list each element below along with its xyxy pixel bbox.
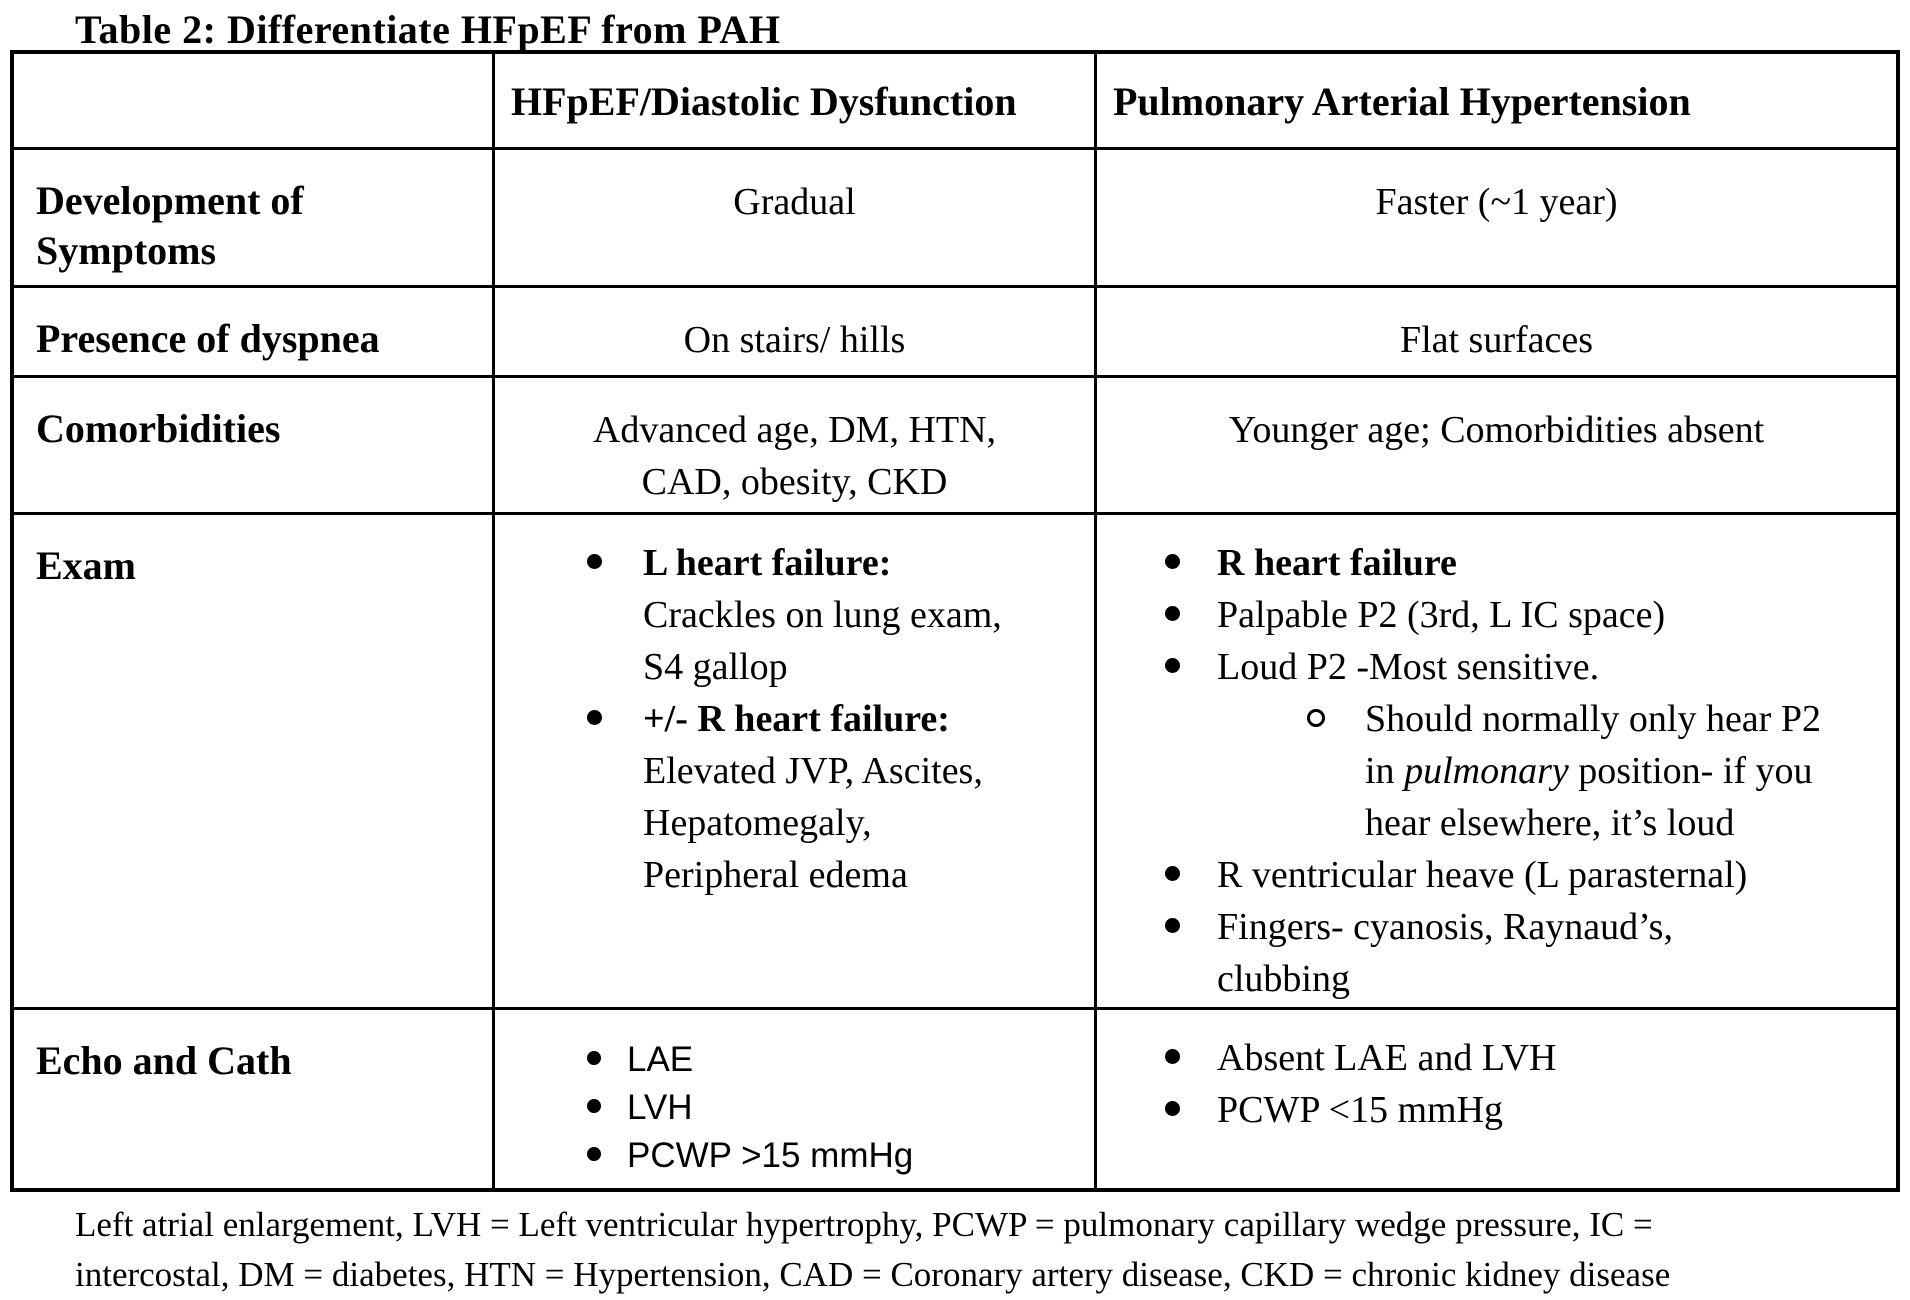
header-pah: Pulmonary Arterial Hypertension: [1094, 54, 1896, 147]
development-pah-cell: Faster (~1 year): [1094, 147, 1896, 285]
corner-cell: [14, 54, 492, 147]
row-label-development: Development of Symptoms: [14, 147, 492, 285]
exam-hfpef-item2-title: +/- R heart failure:: [643, 698, 950, 740]
row-label-development-line1: Development of: [36, 178, 304, 223]
bullet-icon: [1165, 1049, 1180, 1064]
exam-pah-subitem-loud-p2-note: Should normally only hear P2 in pulmonar…: [1097, 693, 1896, 849]
bullet-icon: [587, 1099, 601, 1113]
exam-pah-item-r-heart-failure: R heart failure: [1097, 537, 1896, 589]
exam-pah-sub-line2-post: position- if you: [1568, 750, 1813, 792]
exam-hfpef-item1-line2: Crackles on lung exam,: [643, 594, 1002, 636]
row-label-exam: Exam: [14, 512, 492, 1007]
echo-pah-item-pcwp: PCWP <15 mmHg: [1097, 1084, 1896, 1136]
exam-pah-sub-line2: in pulmonary position- if you: [1365, 745, 1896, 797]
bullet-icon: [1165, 866, 1180, 881]
abbreviations-footnote: Left atrial enlargement, LVH = Left vent…: [75, 1200, 1865, 1300]
echo-hfpef-cell: LAE LVH PCWP >15 mmHg: [492, 1007, 1094, 1188]
exam-hfpef-item1-line3: S4 gallop: [643, 646, 788, 688]
exam-pah-item-fingers: Fingers- cyanosis, Raynaud’s, clubbing: [1097, 901, 1896, 1005]
comorbidities-hfpef-line1: Advanced age, DM, HTN,: [592, 409, 997, 451]
table-title: Table 2: Differentiate HFpEF from PAH: [75, 7, 781, 52]
exam-pah-item3-text: Loud P2 -Most sensitive.: [1217, 646, 1600, 688]
row-label-dyspnea: Presence of dyspnea: [14, 285, 492, 375]
open-bullet-icon: [1307, 709, 1325, 727]
exam-pah-item4-text: R ventricular heave (L parasternal): [1217, 854, 1748, 896]
exam-pah-item1-text: R heart failure: [1217, 542, 1457, 584]
row-label-development-line2: Symptoms: [36, 228, 217, 273]
echo-pah-item2-text: PCWP <15 mmHg: [1217, 1089, 1504, 1131]
echo-hfpef-item3-text: PCWP >15 mmHg: [627, 1136, 914, 1175]
exam-pah-sub-line3: hear elsewhere, it’s loud: [1365, 802, 1735, 844]
bullet-icon: [1165, 658, 1180, 673]
echo-pah-item-absent-lae-lvh: Absent LAE and LVH: [1097, 1032, 1896, 1084]
exam-pah-item5-line2: clubbing: [1217, 958, 1350, 1000]
row-label-comorbidities: Comorbidities: [14, 375, 492, 512]
exam-hfpef-item2-line3: Hepatomegaly,: [643, 802, 872, 844]
exam-pah-sub-line1: Should normally only hear P2: [1365, 698, 1821, 740]
bullet-icon: [587, 1147, 601, 1161]
bullet-icon: [1165, 606, 1180, 621]
comorbidities-hfpef-cell: Advanced age, DM, HTN, CAD, obesity, CKD: [492, 375, 1094, 512]
development-hfpef-cell: Gradual: [492, 147, 1094, 285]
exam-pah-item5-line1: Fingers- cyanosis, Raynaud’s,: [1217, 906, 1673, 948]
exam-pah-item-rv-heave: R ventricular heave (L parasternal): [1097, 849, 1896, 901]
comorbidities-pah-cell: Younger age; Comorbidities absent: [1094, 375, 1896, 512]
exam-hfpef-item-r-heart-failure: +/- R heart failure: Elevated JVP, Ascit…: [495, 693, 1094, 901]
echo-hfpef-item2-text: LVH: [627, 1088, 693, 1127]
header-hfpef: HFpEF/Diastolic Dysfunction: [492, 54, 1094, 147]
echo-pah-item1-text: Absent LAE and LVH: [1217, 1037, 1557, 1079]
comorbidities-hfpef-line2: CAD, obesity, CKD: [641, 461, 948, 503]
comparison-table: HFpEF/Diastolic Dysfunction Pulmonary Ar…: [10, 50, 1900, 1192]
footnote-line-1: Left atrial enlargement, LVH = Left vent…: [75, 1205, 1653, 1244]
exam-hfpef-item2-line4: Peripheral edema: [643, 854, 908, 896]
exam-hfpef-cell: L heart failure: Crackles on lung exam, …: [492, 512, 1094, 1007]
exam-pah-cell: R heart failure Palpable P2 (3rd, L IC s…: [1094, 512, 1896, 1007]
exam-pah-sub-line2-pre: in: [1365, 750, 1405, 792]
exam-hfpef-item-l-heart-failure: L heart failure: Crackles on lung exam, …: [495, 537, 1094, 693]
bullet-icon: [587, 554, 602, 569]
footnote-line-2: intercostal, DM = diabetes, HTN = Hypert…: [75, 1255, 1671, 1294]
bullet-icon: [1165, 554, 1180, 569]
bullet-icon: [1165, 1101, 1180, 1116]
exam-hfpef-item1-title: L heart failure:: [643, 542, 892, 584]
exam-hfpef-item2-line2: Elevated JVP, Ascites,: [643, 750, 983, 792]
echo-hfpef-item-pcwp: PCWP >15 mmHg: [495, 1132, 1094, 1180]
echo-hfpef-item-lvh: LVH: [495, 1084, 1094, 1132]
row-label-echo-and-cath: Echo and Cath: [14, 1007, 492, 1188]
exam-pah-item-palpable-p2: Palpable P2 (3rd, L IC space): [1097, 589, 1896, 641]
exam-pah-sub-line2-italic: pulmonary: [1404, 750, 1569, 792]
exam-pah-item-loud-p2: Loud P2 -Most sensitive.: [1097, 641, 1896, 693]
echo-hfpef-item1-text: LAE: [627, 1040, 694, 1079]
dyspnea-hfpef-cell: On stairs/ hills: [492, 285, 1094, 375]
exam-pah-item2-text: Palpable P2 (3rd, L IC space): [1217, 594, 1666, 636]
dyspnea-pah-cell: Flat surfaces: [1094, 285, 1896, 375]
echo-hfpef-item-lae: LAE: [495, 1036, 1094, 1084]
echo-pah-cell: Absent LAE and LVH PCWP <15 mmHg: [1094, 1007, 1896, 1188]
bullet-icon: [1165, 918, 1180, 933]
bullet-icon: [587, 1051, 601, 1065]
bullet-icon: [587, 710, 602, 725]
